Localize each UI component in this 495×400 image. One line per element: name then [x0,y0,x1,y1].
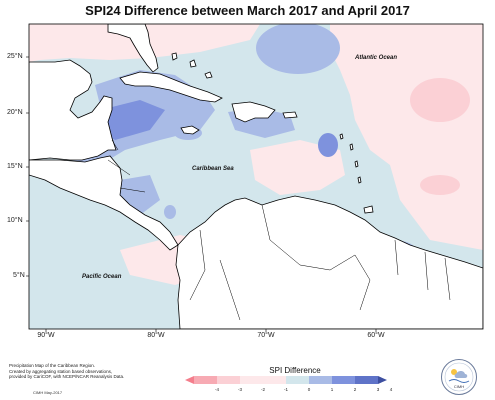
field-blue-spot [164,205,176,219]
land-antilles-1 [339,133,344,140]
land-bahamas-2 [189,59,197,68]
lon-label-90: 90°W [37,332,55,339]
map-title: SPI24 Difference between March 2017 and … [85,3,410,18]
legend-arrow-low [185,376,194,384]
legend-tick: -3 [237,387,242,392]
cimh-logo: CIMH [441,359,477,395]
border-8 [424,251,429,291]
lon-label-60: 60°W [367,332,385,339]
note-line: provided by CariCOF, with NCEP/NCAR Rean… [9,374,125,379]
legend-swatch [217,376,240,384]
legend-tick: 4 [389,387,393,392]
land-jamaica [180,125,200,135]
legend-tick: 3 [376,387,380,392]
border-5 [261,204,356,271]
note-line: Created by aggregating station based obs… [9,368,113,374]
legend-tick: 0 [307,387,311,392]
land-puerto-rico [282,111,298,119]
land-trinidad [363,205,374,214]
label-pacific-ocean: Pacific Ocean [82,274,122,280]
legend-swatch [309,376,332,384]
field-pink-spot-2 [420,175,460,195]
field-blue-antilles [318,133,338,157]
field-blue-west-strong [100,100,165,140]
legend-tick: 2 [353,387,357,392]
lat-label-25: 25°N [7,53,23,60]
legend-swatch [194,376,217,384]
border-2 [107,159,131,176]
land-bahamas-3 [204,71,213,79]
lat-label-10: 10°N [7,217,23,224]
land-antilles-3 [354,160,359,168]
land-mexico [29,59,117,161]
border-1 [111,139,119,151]
lon-label-80: 80°W [147,332,165,339]
border-10 [219,259,241,321]
lat-label-5: 5°N [13,272,25,279]
lat-label-15: 15°N [7,163,23,170]
border-6 [354,254,371,311]
note-line: Precipitation Map of the Caribbean Regio… [9,363,96,368]
axis-ticks [26,56,377,332]
land-hispaniola [231,101,276,123]
land-south-america [175,195,483,329]
lon-label-70: 70°W [257,332,275,339]
legend-swatch [286,376,309,384]
legend-swatch [263,376,286,384]
land-antilles-2 [349,143,354,151]
spi-field [29,24,483,329]
border-7 [394,239,399,276]
legend-swatch [332,376,355,384]
legend-tick: -2 [260,387,265,392]
legend-swatch [355,376,378,384]
lat-label-20: 20°N [7,109,23,116]
land-florida [107,24,159,73]
label-caribbean-sea: Caribbean Sea [192,166,234,172]
land-cuba [119,71,223,103]
note-date: CIMH May-2017 [33,390,63,395]
legend-tick: -1 [283,387,288,392]
map-frame [28,23,484,330]
country-borders [107,139,451,321]
legend-tick: -4 [214,387,219,392]
land-masses [29,24,483,329]
border-9 [444,257,451,301]
legend-tick: 1 [330,387,334,392]
legend-arrow-high [378,376,387,384]
field-blue-atlantic [256,24,340,74]
field-pink-spot-1 [410,78,470,122]
label-atlantic-ocean: Atlantic Ocean [355,55,398,61]
logo-text: CIMH [454,384,464,389]
legend-swatch [240,376,263,384]
border-4 [189,229,206,301]
map-notes: Precipitation Map of the Caribbean Regio… [9,363,169,380]
land-antilles-4 [357,176,362,184]
border-3 [119,187,146,193]
land-bahamas-1 [171,52,178,61]
legend-colorbar [185,376,387,384]
legend-title: SPI Difference [269,366,321,375]
